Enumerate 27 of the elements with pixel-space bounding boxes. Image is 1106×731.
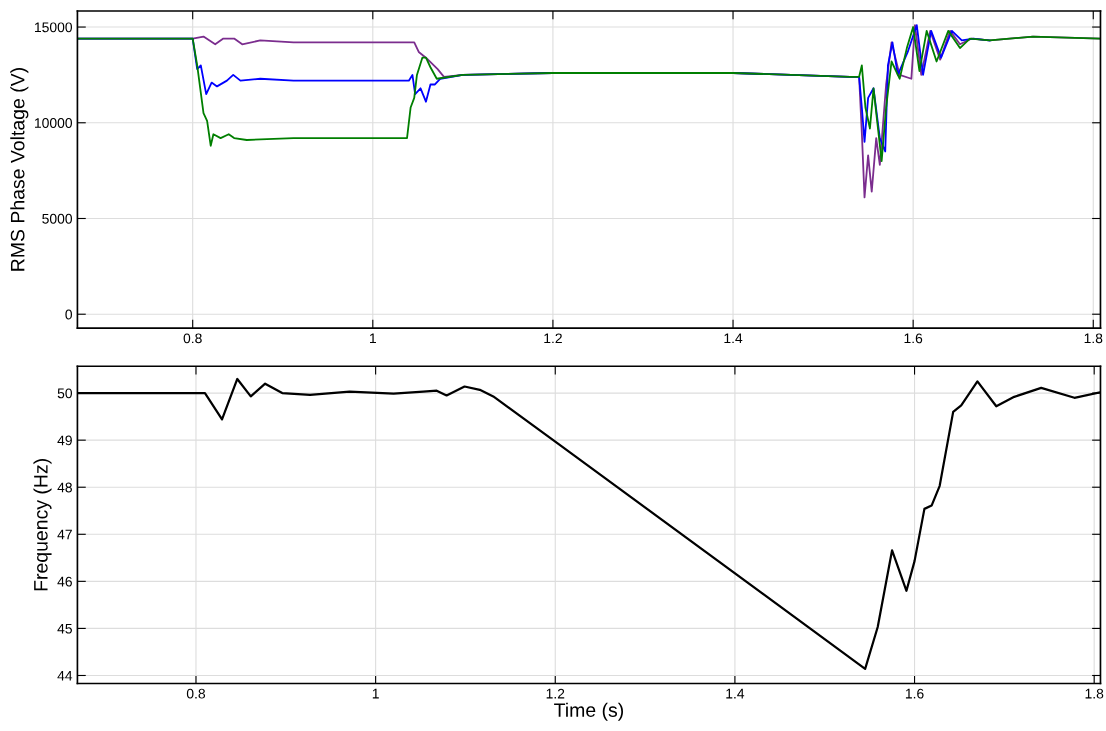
x-tick-label: 1.8 [1084, 333, 1103, 344]
y-tick-label: 49 [57, 435, 72, 446]
y-tick-label: 10000 [35, 118, 73, 128]
y-axis-title: RMS Phase Voltage (V) [10, 68, 29, 271]
y-axis-title: Frequency (Hz) [33, 459, 52, 591]
x-tick-label: 1.2 [544, 333, 562, 344]
y-tick-label: 46 [57, 576, 72, 587]
x-tick-label: 1.6 [904, 333, 923, 344]
x-tick-label: 1.6 [905, 688, 924, 699]
x-tick-label: 1.4 [724, 333, 743, 344]
x-tick-label: 1.2 [546, 688, 565, 699]
x-tick-label: 1 [370, 333, 376, 344]
x-axis-title: Time (s) [554, 702, 624, 721]
x-tick-label: 1 [372, 688, 379, 699]
y-tick-label: 5000 [42, 213, 73, 224]
x-tick-label: 1.8 [1085, 688, 1104, 699]
y-tick-label: 0 [65, 309, 73, 320]
y-tick-label: 15000 [35, 22, 73, 33]
y-tick-label: 47 [57, 529, 72, 540]
y-tick-label: 48 [57, 482, 72, 493]
x-tick-label: 0.8 [183, 333, 202, 344]
y-tick-label: 50 [57, 388, 73, 399]
x-tick-label: 0.8 [186, 688, 206, 699]
line-series [77, 26, 1101, 162]
y-tick-label: 44 [57, 670, 73, 681]
x-tick-label: 1.4 [726, 688, 745, 699]
y-tick-label: 45 [57, 623, 72, 634]
